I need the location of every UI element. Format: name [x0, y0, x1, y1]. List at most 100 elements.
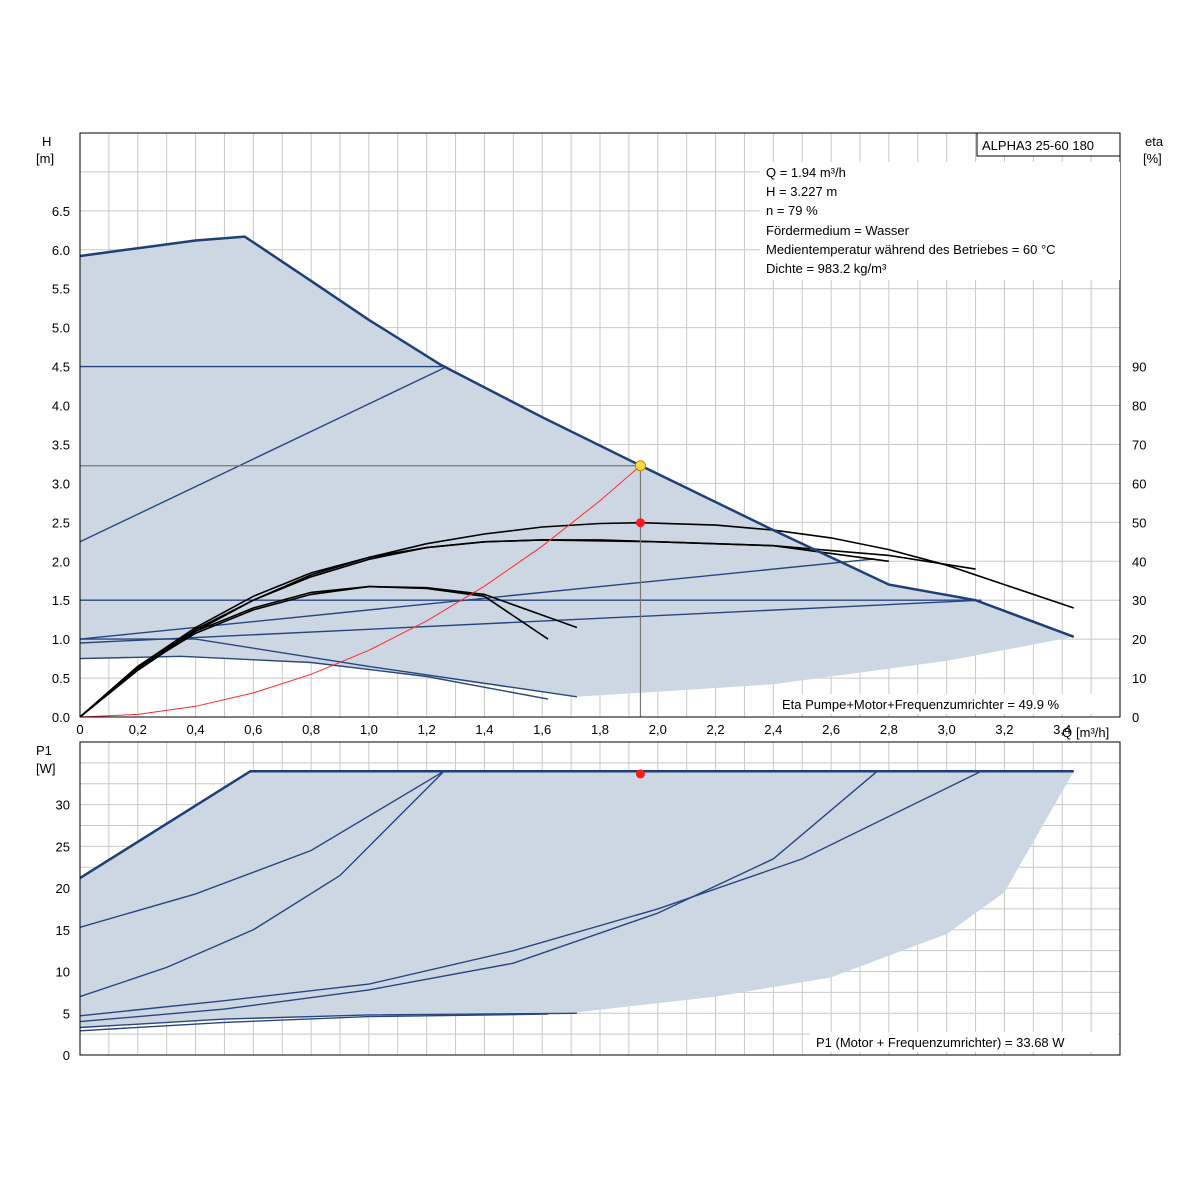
y2-axis-label: eta: [1145, 134, 1164, 149]
x-tick-label: 1,0: [360, 722, 378, 737]
power-y-tick-label: 20: [56, 881, 70, 896]
info-line: Medientemperatur während des Betriebes =…: [766, 242, 1056, 257]
max-head-curve: [79, 235, 1075, 638]
info-line: Q = 1.94 m³/h: [766, 165, 846, 180]
y-tick-label: 1.5: [52, 593, 70, 608]
control-curve: [79, 599, 982, 644]
power-operating-point: [635, 769, 645, 779]
power-curve: [79, 770, 878, 1023]
efficiency-curve: [79, 585, 578, 718]
y2-tick-label: 70: [1132, 437, 1146, 452]
y2-tick-labels: 0 10 20 30 40 50 60 70 80 90: [1132, 360, 1146, 725]
x-tick-label: 1,6: [533, 722, 551, 737]
x-tick-label: 2,0: [649, 722, 667, 737]
y-tick-label: 6.5: [52, 204, 70, 219]
x-tick-label: 2,2: [707, 722, 725, 737]
power-y-tick-label: 15: [56, 923, 70, 938]
y-tick-label: 0.0: [52, 710, 70, 725]
y2-tick-label: 60: [1132, 476, 1146, 491]
y-tick-label: 3.5: [52, 437, 70, 452]
power-point-marker: [635, 769, 645, 779]
power-curve: [79, 769, 1074, 880]
efficiency-point-marker: [635, 518, 645, 528]
y2-tick-label: 50: [1132, 515, 1146, 530]
y2-tick-label: 40: [1132, 554, 1146, 569]
y-axis-label: H: [42, 134, 51, 149]
power-y-tick-labels: 0 5 10 15 20 25 30: [56, 798, 70, 1063]
y2-tick-label: 30: [1132, 593, 1146, 608]
power-envelope: [80, 771, 1074, 1028]
x-tick-label: 0: [76, 722, 83, 737]
x-tick-labels: 0 0,2 0,4 0,6 0,8 1,0 1,2 1,4 1,6 1,8 2,0 2,2 2,4 2,6…: [76, 722, 1071, 737]
x-tick-label: 0,8: [302, 722, 320, 737]
control-curve: [80, 638, 578, 698]
power-y-tick-label: 0: [63, 1048, 70, 1063]
control-curve: [79, 655, 549, 700]
y-tick-labels: 0.0 0.5 1.0 1.5 2.0 2.5 3.0 3.5 4.0 4.5 5.0 5.5 6.0 6…: [52, 204, 70, 725]
control-curve: [79, 365, 448, 543]
head-flow-panel: 0 0,2 0,4 0,6 0,8 1,0 1,2 1,4 1,6 1,8 2,0 2,2 2,4 2,6…: [36, 132, 1164, 740]
x-tick-label: 1,8: [591, 722, 609, 737]
info-line: H = 3.227 m: [766, 184, 837, 199]
x-tick-label: 0,2: [129, 722, 147, 737]
y-tick-label: 4.5: [52, 360, 70, 375]
operating-point-marker: [634, 460, 646, 472]
power-y-tick-label: 25: [56, 839, 70, 854]
y-tick-label: 3.0: [52, 476, 70, 491]
y-tick-label: 5.5: [52, 282, 70, 297]
power-axis-label: P1: [36, 743, 52, 758]
power-y-tick-label: 10: [56, 965, 70, 980]
efficiency-readout: Eta Pumpe+Motor+Frequenzumrichter = 49.9…: [782, 697, 1060, 712]
model-label: ALPHA3 25-60 180: [982, 138, 1094, 153]
x-tick-label: 3,0: [938, 722, 956, 737]
y-tick-label: 2.0: [52, 554, 70, 569]
info-line: Dichte = 983.2 kg/m³: [766, 261, 887, 276]
head-series: [79, 235, 1075, 718]
power-curve: [79, 770, 445, 998]
x-tick-label: 3,4: [1053, 722, 1071, 737]
y2-tick-label: 0: [1132, 710, 1139, 725]
power-curve: [79, 770, 445, 928]
envelope-area: [80, 236, 1074, 697]
y-tick-label: 1.0: [52, 632, 70, 647]
y2-tick-label: 80: [1132, 399, 1146, 414]
x-tick-label: 2,4: [764, 722, 782, 737]
y-tick-label: 5.0: [52, 321, 70, 336]
y-tick-label: 4.0: [52, 399, 70, 414]
x-tick-label: 1,4: [475, 722, 493, 737]
x-tick-label: 1,2: [418, 722, 436, 737]
power-curve: [79, 1013, 549, 1032]
operating-envelope: [80, 236, 1074, 697]
power-axis-unit: [W]: [36, 761, 56, 776]
power-y-tick-label: 5: [63, 1006, 70, 1021]
power-curve: [79, 1012, 577, 1029]
x-axis-unit: [m³/h]: [1076, 725, 1109, 740]
y2-tick-label: 90: [1132, 360, 1146, 375]
power-panel: 0 5 10 15 20 25 30 P1 [W] P1 (Motor + Frequenz…: [36, 741, 1121, 1063]
power-plot-frame: [79, 741, 1121, 1056]
x-tick-label: 2,6: [822, 722, 840, 737]
x-tick-label: 0,4: [187, 722, 205, 737]
y-tick-label: 2.5: [52, 515, 70, 530]
power-series: [79, 769, 1074, 1032]
y2-tick-label: 20: [1132, 632, 1146, 647]
y2-axis-unit: [%]: [1143, 151, 1162, 166]
info-line: n = 79 %: [766, 203, 818, 218]
x-tick-label: 3,2: [995, 722, 1013, 737]
x-tick-label: 2,8: [880, 722, 898, 737]
x-tick-label: 0,6: [244, 722, 262, 737]
operating-points: [634, 460, 646, 528]
power-curve: [79, 770, 982, 1017]
power-envelope-area: [80, 771, 1074, 1028]
y-tick-label: 0.5: [52, 671, 70, 686]
power-readout: P1 (Motor + Frequenzumrichter) = 33.68 W: [816, 1035, 1065, 1050]
efficiency-curve: [79, 539, 890, 718]
x-axis-label: Q: [1062, 725, 1072, 740]
power-y-tick-label: 30: [56, 798, 70, 813]
model-label-box: [976, 132, 1121, 157]
y-tick-label: 6.0: [52, 243, 70, 258]
y2-tick-label: 10: [1132, 671, 1146, 686]
operating-info: Q = 1.94 m³/h H = 3.227 m n = 79 % Förde…: [760, 162, 1120, 280]
head-plot-frame: [79, 132, 1121, 718]
